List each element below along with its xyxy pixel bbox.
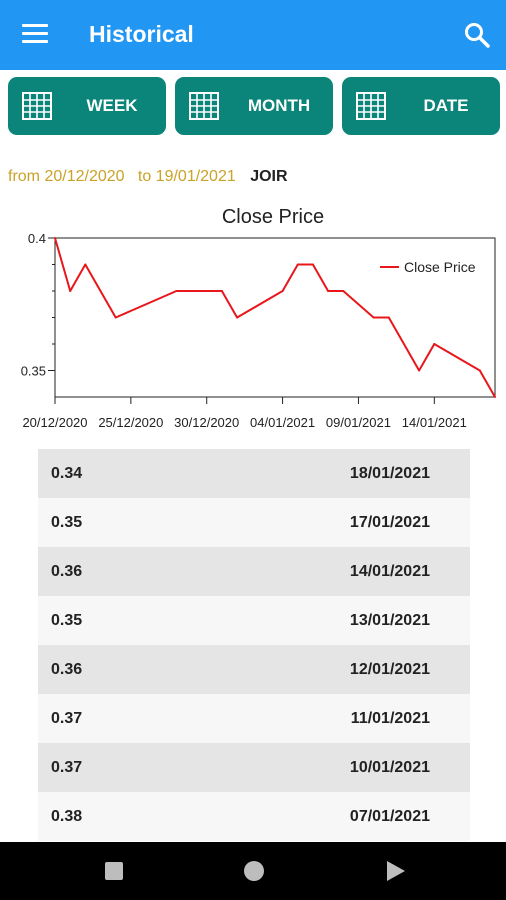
row-price: 0.34 [51, 465, 83, 482]
x-tick-label: 09/01/2021 [326, 415, 391, 430]
x-tick-label: 14/01/2021 [402, 415, 467, 430]
row-price: 0.36 [51, 661, 83, 678]
row-date: 13/01/2021 [349, 612, 430, 629]
data-point [387, 316, 390, 319]
date-button-label: DATE [423, 96, 469, 115]
list-item[interactable]: 0.35 17/01/2021 [38, 498, 470, 547]
chart-title: Close Price [221, 206, 325, 228]
month-button[interactable]: MONTH [175, 77, 333, 135]
row-price: 0.35 [51, 514, 83, 531]
legend-label: Close Price [404, 259, 476, 275]
data-point [311, 263, 314, 266]
search-icon[interactable] [462, 20, 492, 50]
page-title: Historical [89, 21, 194, 47]
list-item[interactable]: 0.38 07/01/2021 [38, 792, 470, 841]
data-point [114, 316, 117, 319]
price-list: 0.34 18/01/2021 0.35 17/01/2021 0.36 14/01/20… [38, 449, 470, 841]
list-item[interactable]: 0.34 18/01/2021 [38, 449, 470, 498]
x-tick-label: 25/12/2020 [98, 415, 163, 430]
row-date: 07/01/2021 [349, 808, 430, 825]
x-tick-label: 30/12/2020 [174, 415, 239, 430]
data-point [342, 290, 345, 292]
list-item[interactable]: 0.35 13/01/2021 [38, 596, 470, 645]
list-item[interactable]: 0.37 10/01/2021 [38, 743, 470, 792]
week-button-label: WEEK [86, 96, 138, 115]
list-item[interactable]: 0.37 11/01/2021 [38, 694, 470, 743]
range-to-label: to [137, 168, 152, 185]
data-point [418, 369, 421, 372]
calendar-icon [356, 92, 386, 120]
recents-square-icon[interactable] [105, 862, 123, 880]
close-price-line [54, 237, 496, 398]
data-point [220, 290, 223, 292]
x-tick-label: 20/12/2020 [22, 415, 87, 430]
back-triangle-icon[interactable] [387, 861, 405, 881]
row-price: 0.38 [51, 808, 83, 825]
row-date: 10/01/2021 [349, 759, 430, 776]
row-date: 11/01/2021 [350, 710, 430, 727]
data-point [281, 290, 284, 292]
close-price-chart: 0.35 0.4 20/12/2020 25/12/2020 30/12/2020 04/… [21, 231, 496, 430]
row-date: 17/01/2021 [349, 514, 430, 531]
data-point [236, 316, 239, 319]
home-circle-icon[interactable] [244, 861, 264, 881]
row-price: 0.37 [51, 759, 83, 776]
data-point [54, 237, 56, 239]
data-point [327, 290, 330, 292]
data-point [84, 263, 87, 266]
list-item[interactable]: 0.36 12/01/2021 [38, 645, 470, 694]
menu-icon[interactable] [22, 24, 48, 46]
data-point [296, 263, 299, 266]
row-price: 0.35 [51, 612, 83, 629]
data-point [494, 396, 496, 398]
range-from-label: from [8, 168, 40, 185]
row-price: 0.36 [51, 563, 83, 580]
date-range: from 20/12/2020 to 19/01/2021 JOIR [8, 168, 288, 186]
data-point [69, 290, 72, 292]
list-item[interactable]: 0.36 14/01/2021 [38, 547, 470, 596]
y-tick-label: 0.35 [21, 364, 46, 379]
data-point [372, 316, 375, 319]
x-tick-label: 04/01/2021 [250, 415, 315, 430]
date-button[interactable]: DATE [342, 77, 500, 135]
data-point [433, 343, 436, 345]
row-date: 18/01/2021 [349, 465, 430, 482]
month-button-label: MONTH [247, 96, 311, 115]
calendar-icon [22, 92, 52, 120]
range-to-date: 19/01/2021 [155, 168, 236, 185]
app-bar: Historical [0, 0, 506, 70]
stock-symbol: JOIR [250, 168, 288, 185]
calendar-icon [189, 92, 219, 120]
row-price: 0.37 [51, 710, 83, 727]
range-from-date: 20/12/2020 [44, 168, 125, 185]
week-button[interactable]: WEEK [8, 77, 166, 135]
filter-bar: WEEK MONTH DATE [8, 77, 502, 135]
row-date: 14/01/2021 [349, 563, 430, 580]
data-point [478, 369, 481, 372]
y-tick-label: 0.4 [28, 231, 46, 246]
data-point [175, 290, 178, 292]
row-date: 12/01/2021 [349, 661, 430, 678]
